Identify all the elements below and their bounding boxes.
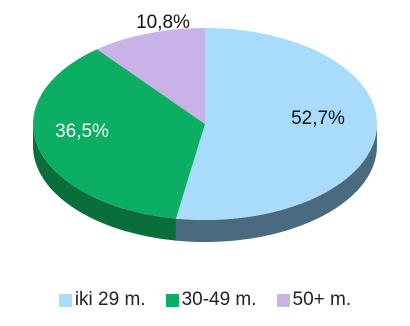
legend-item-30-49: 30-49 m. [165, 289, 257, 311]
pie-slice-30-49 [32, 49, 205, 219]
pie-slice-50-plus [97, 28, 205, 124]
pie-sides [33, 124, 377, 242]
legend-label-30-49: 30-49 m. [181, 289, 257, 310]
pie-side-iki-29 [175, 124, 377, 242]
legend-swatch-iki-29 [58, 293, 72, 307]
pie-labels: 52,7% 36,5% 10,8% [55, 12, 345, 142]
data-label-30-49: 36,5% [55, 121, 109, 142]
pie-slice-iki-29 [175, 28, 378, 220]
pie-side-30-49 [33, 124, 176, 241]
pie-chart-plot: 52,7% 36,5% 10,8% [32, 12, 378, 242]
legend-item-50-plus: 50+ m. [276, 289, 352, 311]
legend-swatch-30-49 [165, 293, 179, 307]
pie-tops [32, 28, 378, 220]
legend-swatch-50-plus [276, 293, 290, 307]
legend-label-50-plus: 50+ m. [292, 289, 352, 310]
legend-label-iki-29: iki 29 m. [74, 289, 146, 310]
data-label-50-plus: 10,8% [136, 12, 190, 33]
legend-item-iki-29: iki 29 m. [58, 289, 146, 311]
legend: iki 29 m. 30-49 m. 50+ m. [0, 282, 410, 318]
data-label-iki-29: 52,7% [291, 108, 345, 129]
